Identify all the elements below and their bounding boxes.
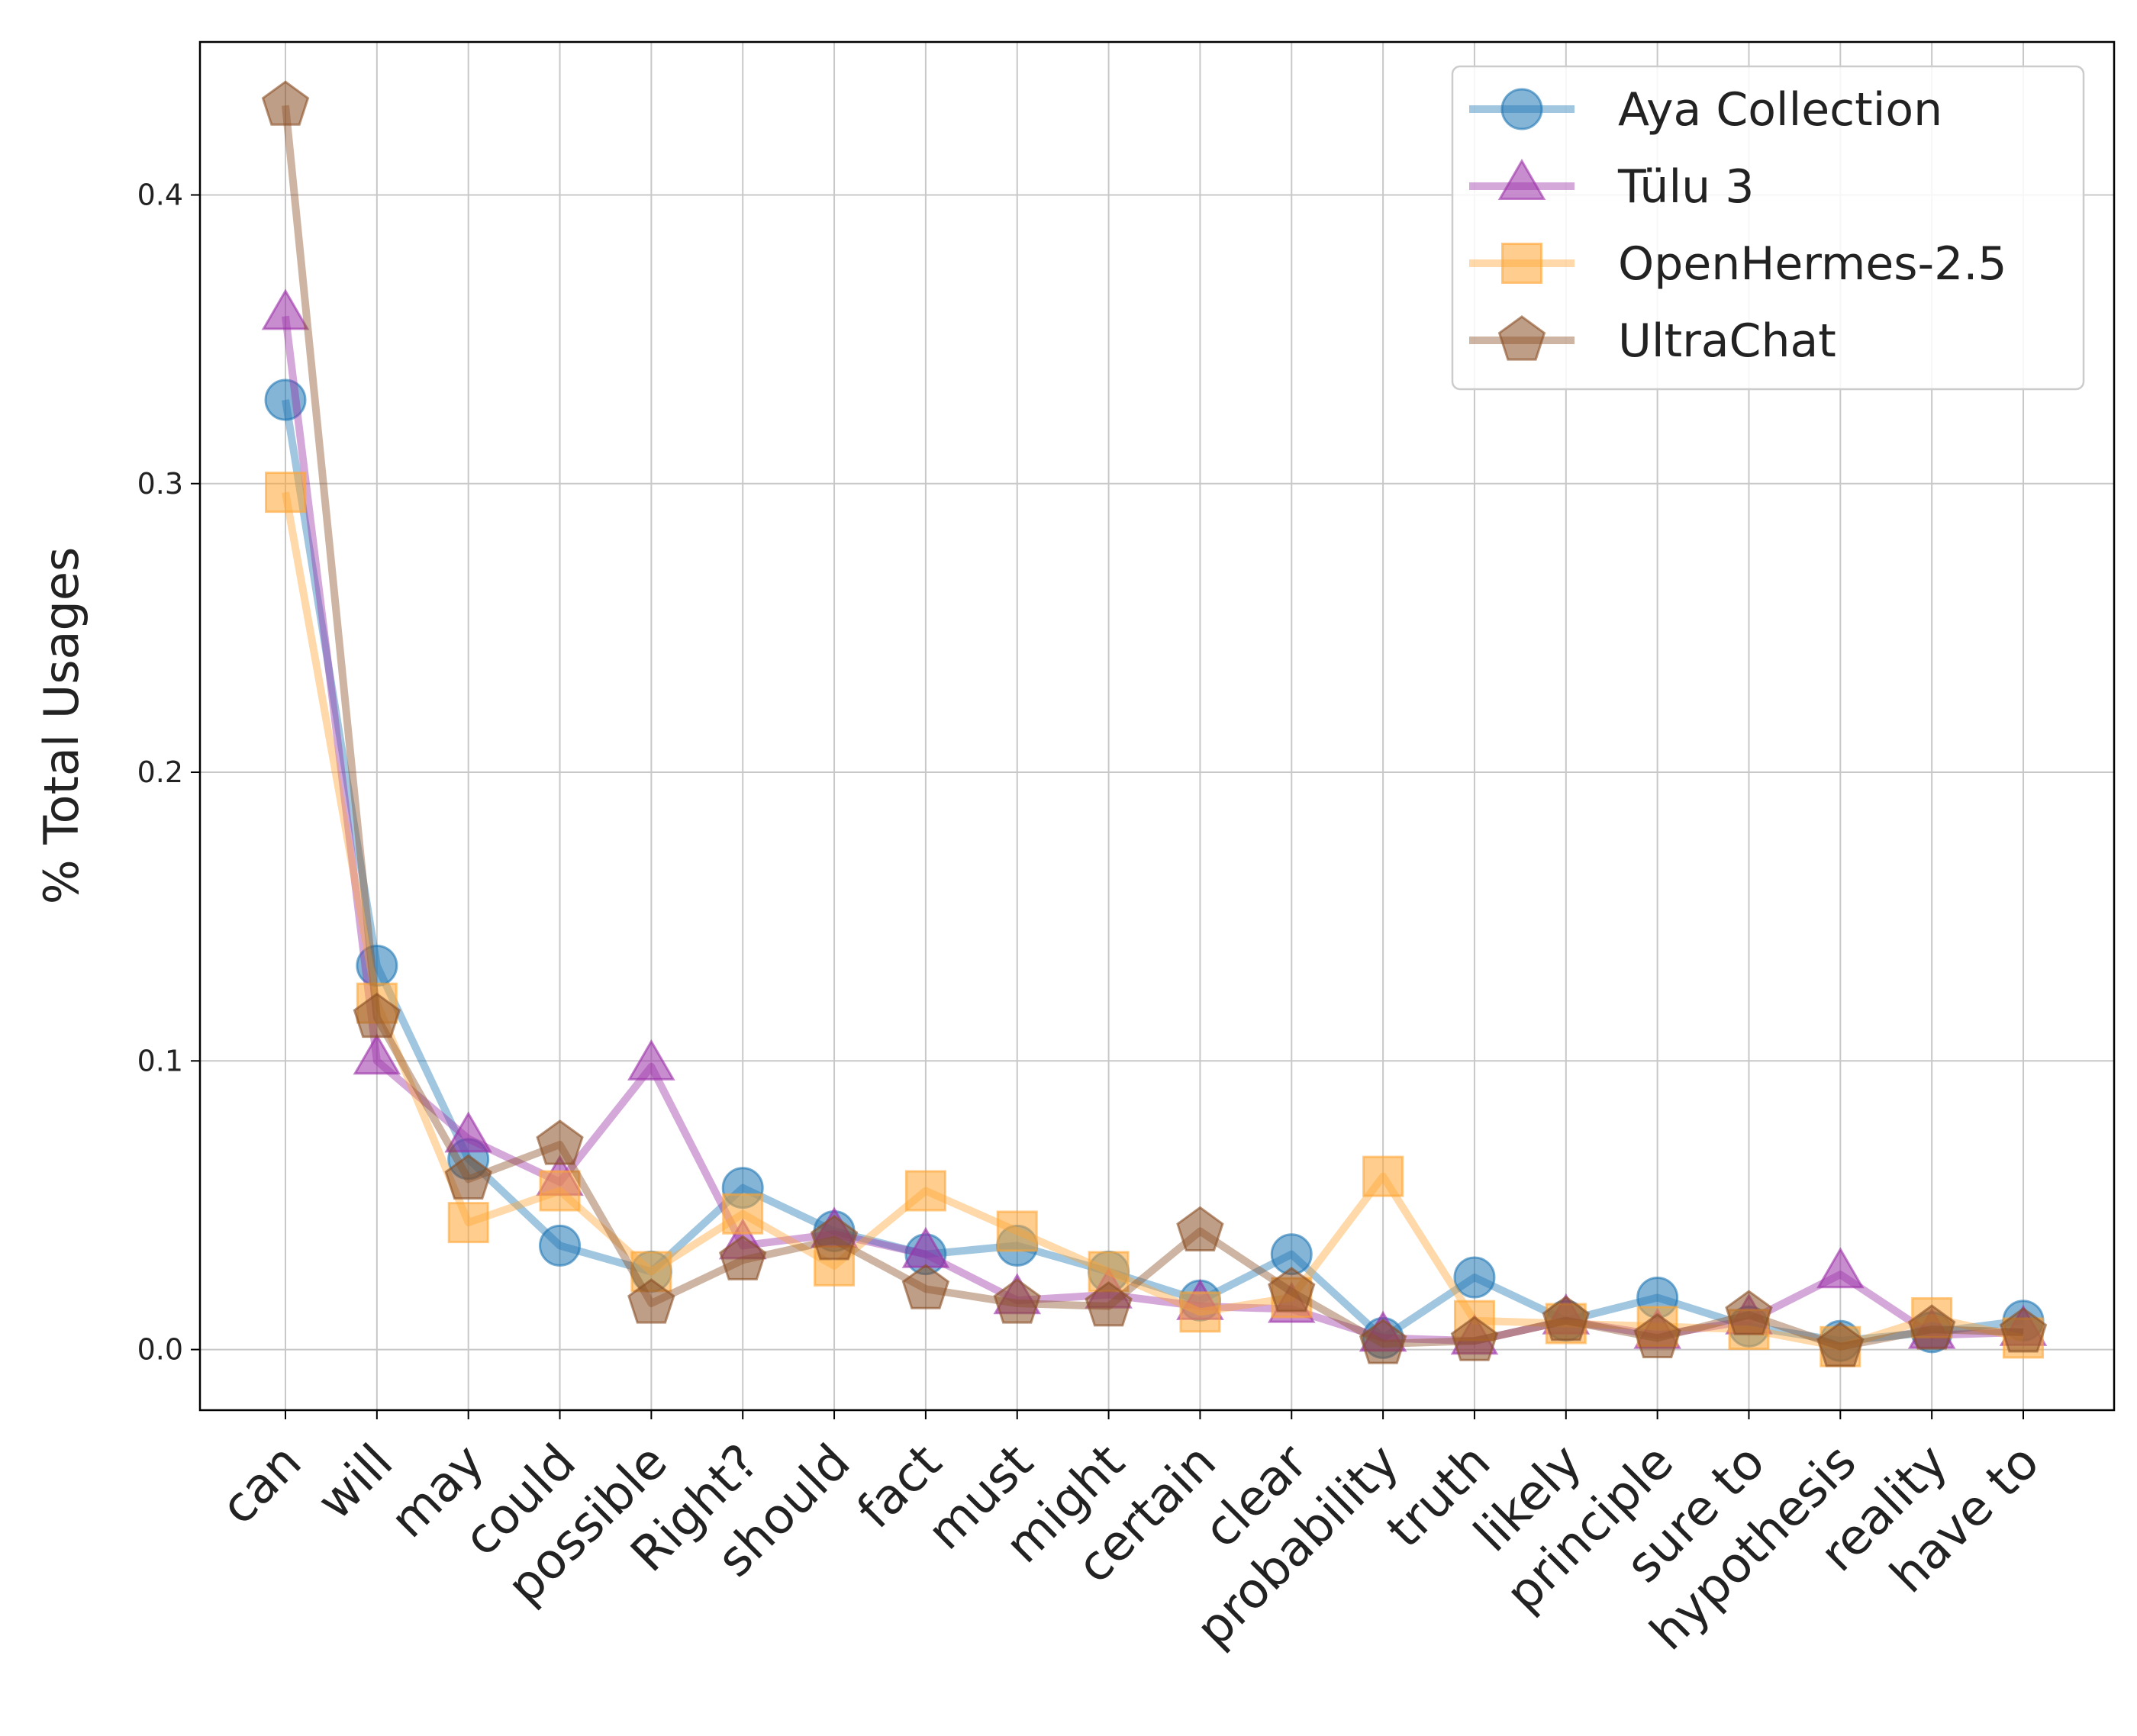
data-point <box>264 378 307 421</box>
data-point <box>1268 1267 1316 1312</box>
data-point <box>722 1193 764 1235</box>
data-point <box>996 1210 1038 1252</box>
y-axis-label: % Total Usages <box>34 547 89 905</box>
data-point <box>1362 1155 1404 1197</box>
data-point <box>444 1111 492 1153</box>
data-point <box>1907 1304 1956 1350</box>
legend-box <box>1451 65 2085 391</box>
data-point <box>539 1224 582 1267</box>
legend-entry: UltraChat <box>1469 314 1836 368</box>
legend-marker <box>1497 315 1546 361</box>
legend-marker <box>1497 159 1546 200</box>
data-point <box>1816 1247 1865 1289</box>
y-tick-label: 0.0 <box>137 1333 183 1367</box>
data-point <box>1542 1295 1591 1341</box>
legend-label: OpenHermes-2.5 <box>1618 237 2007 291</box>
data-point <box>536 1119 584 1165</box>
series-ultrachat <box>261 80 2048 1367</box>
y-tick-label: 0.4 <box>137 178 183 211</box>
y-tick-label: 0.1 <box>137 1044 183 1077</box>
data-point <box>444 1154 492 1200</box>
data-point <box>353 992 401 1039</box>
legend-label: Aya Collection <box>1618 83 1942 137</box>
grid <box>200 42 2114 1410</box>
legend-entry: Tülu 3 <box>1469 159 1754 214</box>
y-tick-label: 0.2 <box>137 755 183 789</box>
legend-label: UltraChat <box>1618 314 1836 368</box>
data-point <box>993 1278 1041 1324</box>
y-tick-label: 0.3 <box>137 467 183 501</box>
data-point <box>810 1214 859 1261</box>
legend-label: Tülu 3 <box>1617 160 1754 214</box>
data-point <box>1085 1280 1133 1327</box>
data-point <box>261 288 310 330</box>
data-point <box>1450 1316 1499 1361</box>
data-point <box>904 1170 946 1212</box>
data-point <box>265 472 306 514</box>
data-point <box>901 1264 950 1309</box>
data-point <box>1176 1206 1224 1252</box>
legend-marker <box>1501 243 1542 284</box>
data-point <box>1359 1319 1407 1364</box>
data-point <box>1453 1256 1496 1299</box>
data-point <box>1816 1321 1865 1367</box>
legend-marker <box>1500 88 1543 130</box>
plot-area-frame <box>198 40 2116 1412</box>
legend-entry: OpenHermes-2.5 <box>1469 237 2007 291</box>
data-point <box>1633 1312 1681 1359</box>
data-point <box>353 1033 401 1075</box>
data-point <box>261 80 310 126</box>
data-point <box>539 1170 581 1212</box>
legend: Aya Collection Tülu 3 OpenHermes-2.5 UltraC… <box>1451 65 2085 391</box>
legend-entry: Aya Collection <box>1469 83 1942 137</box>
data-point <box>627 1278 675 1324</box>
data-point <box>447 1202 489 1244</box>
data-point <box>1725 1290 1773 1335</box>
series-layer <box>261 80 2048 1367</box>
data-point <box>1179 1291 1221 1333</box>
data-point <box>627 1039 675 1081</box>
data-point <box>718 1235 767 1280</box>
data-point <box>1999 1307 2048 1353</box>
